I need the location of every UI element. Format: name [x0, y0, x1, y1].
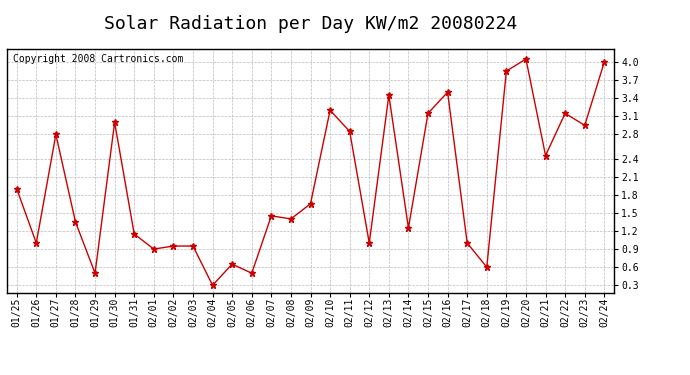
Text: Solar Radiation per Day KW/m2 20080224: Solar Radiation per Day KW/m2 20080224: [104, 15, 517, 33]
Text: Copyright 2008 Cartronics.com: Copyright 2008 Cartronics.com: [13, 54, 184, 64]
